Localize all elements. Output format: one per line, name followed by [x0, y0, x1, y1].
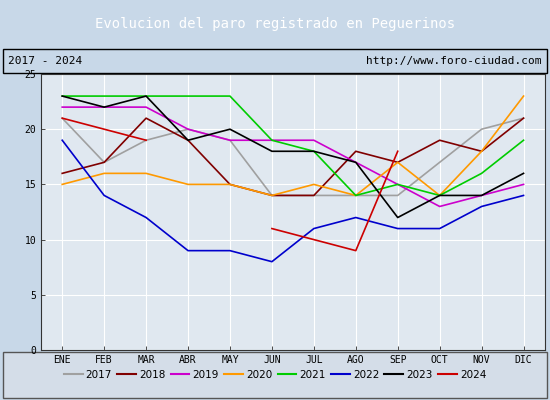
Text: Evolucion del paro registrado en Peguerinos: Evolucion del paro registrado en Pegueri…: [95, 17, 455, 31]
Legend: 2017, 2018, 2019, 2020, 2021, 2022, 2023, 2024: 2017, 2018, 2019, 2020, 2021, 2022, 2023…: [59, 366, 491, 384]
Text: http://www.foro-ciudad.com: http://www.foro-ciudad.com: [366, 56, 542, 66]
Text: 2017 - 2024: 2017 - 2024: [8, 56, 82, 66]
